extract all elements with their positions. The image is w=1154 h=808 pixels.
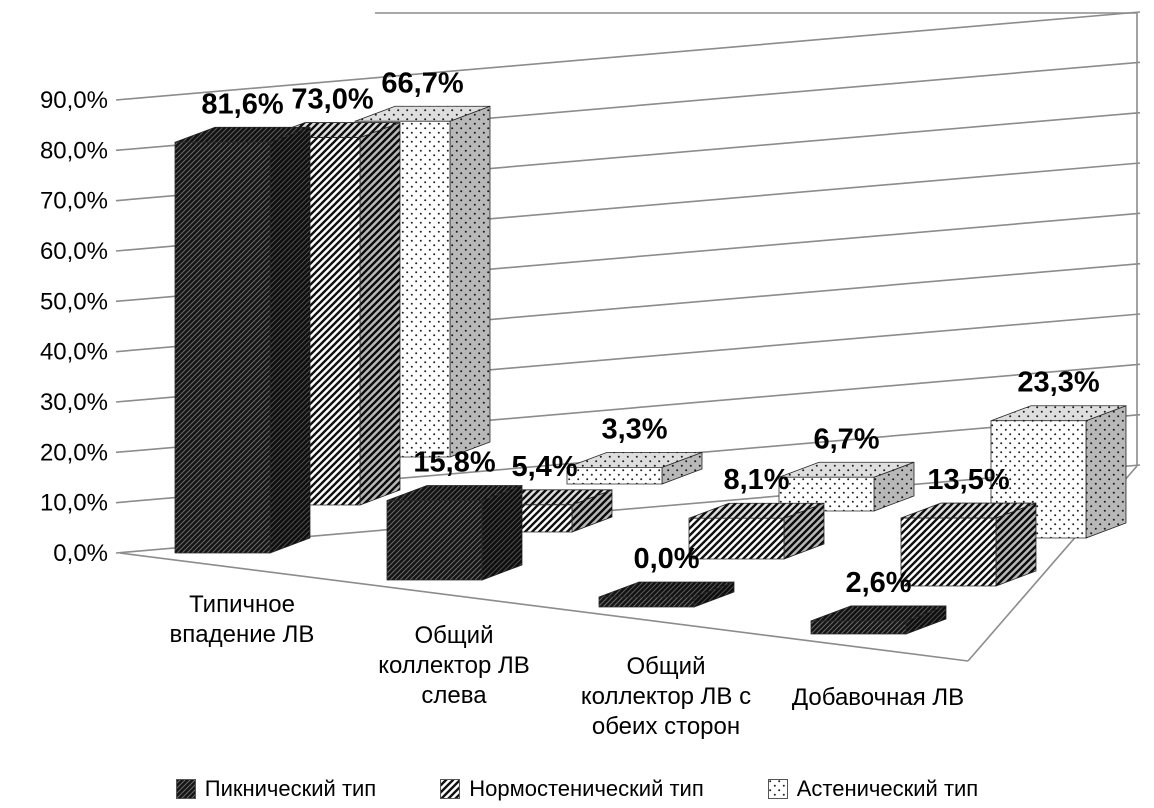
data-label: 15,8% <box>413 446 495 478</box>
bar-series0-cat2 <box>598 581 735 608</box>
bar-face-shade <box>689 503 824 519</box>
data-label: 73,0% <box>291 84 373 116</box>
bar-series0-cat0 <box>174 126 311 554</box>
bar-face-shade <box>599 582 734 597</box>
bar-face <box>386 500 483 581</box>
bars-layer <box>174 105 1127 635</box>
y-tick-label: 40,0% <box>40 339 108 366</box>
y-tick-label: 70,0% <box>40 188 108 215</box>
data-label: 23,3% <box>1017 367 1099 399</box>
bar-face-shade <box>662 452 702 484</box>
bar-face-shade <box>567 452 702 468</box>
legend-swatch-pyknic-icon <box>175 779 196 799</box>
bar-face <box>810 620 907 635</box>
category-label: впадение ЛВ <box>170 621 315 648</box>
bar-face-shade <box>996 503 1036 586</box>
bar-face-shade <box>360 122 400 506</box>
bar-series2-cat2 <box>778 461 915 512</box>
legend-label-asthenic: Астенический тип <box>796 776 979 801</box>
bar-face <box>778 476 875 512</box>
bar-face-shade <box>694 582 734 607</box>
data-label: 66,7% <box>381 67 463 99</box>
y-tick-label: 0,0% <box>53 540 108 567</box>
gridline <box>115 11 1141 101</box>
data-label: 5,4% <box>511 451 577 483</box>
category-label: слева <box>421 682 487 709</box>
bar-face-shade <box>270 127 310 553</box>
bar-series1-cat3 <box>900 502 1037 587</box>
bar-face-shade <box>901 503 1036 519</box>
bar-series1-cat2 <box>688 502 825 560</box>
bar-face-shade <box>175 127 310 143</box>
y-tick-label: 50,0% <box>40 288 108 315</box>
data-label: 0,0% <box>633 543 699 575</box>
bar-face-shade <box>906 605 946 634</box>
y-tick-label: 80,0% <box>40 137 108 164</box>
bar-face-shade <box>482 485 522 580</box>
bar-face <box>900 517 997 587</box>
bar-face-shade <box>450 106 490 457</box>
y-tick-label: 10,0% <box>40 490 108 517</box>
chart-legend: Пикнический тип Нормостенический тип Аст… <box>0 776 1154 802</box>
wall-edge <box>119 552 969 662</box>
data-label: 81,6% <box>201 88 283 120</box>
bar-face-shade <box>779 462 914 478</box>
bar-face-shade <box>874 462 914 511</box>
bar-face <box>598 596 695 608</box>
y-tick-label: 20,0% <box>40 439 108 466</box>
bar-face-shade <box>811 605 946 621</box>
data-label: 13,5% <box>927 464 1009 496</box>
category-label: Общий <box>415 622 494 649</box>
category-label: коллектор ЛВ <box>378 652 530 679</box>
bar-series2-cat1 <box>566 451 703 485</box>
data-label: 8,1% <box>723 464 789 496</box>
y-tick-label: 90,0% <box>40 87 108 114</box>
bar-face <box>174 141 271 554</box>
category-label: Типичное <box>189 591 295 618</box>
legend-swatch-normosthenic-icon <box>440 779 461 799</box>
bar-face <box>688 517 785 560</box>
bar-face <box>566 466 663 485</box>
data-label: 6,7% <box>813 423 879 455</box>
bar-face-shade <box>784 503 824 559</box>
bar-face-shade <box>991 405 1126 421</box>
y-tick-label: 60,0% <box>40 238 108 265</box>
legend-label-normosthenic: Нормостенический тип <box>469 776 704 801</box>
bar-series0-cat1 <box>386 484 523 581</box>
bar-face-shade <box>1086 405 1126 538</box>
legend-item-pyknic: Пикнический тип <box>175 776 377 802</box>
legend-item-normosthenic: Нормостенический тип <box>440 776 704 802</box>
category-label: Добавочная ЛВ <box>792 684 964 711</box>
category-label: коллектор ЛВ с <box>581 683 751 710</box>
category-label: Общий <box>627 653 706 680</box>
category-label: обеих сторон <box>592 713 740 740</box>
bar-face-shade <box>355 106 490 122</box>
bar-face-shade <box>387 485 522 501</box>
legend-label-pyknic: Пикнический тип <box>204 776 377 801</box>
legend-swatch-asthenic-icon <box>767 779 788 799</box>
data-label: 3,3% <box>601 413 667 445</box>
legend-item-asthenic: Астенический тип <box>767 776 979 802</box>
bar-series0-cat3 <box>810 605 947 635</box>
data-label: 2,6% <box>845 567 911 599</box>
bar-face-shade <box>572 489 612 532</box>
labels-layer: 0,0% 10,0% 20,0% 30,0% 40,0% 50,0% 60,0% 70,0% 8… <box>40 67 1100 740</box>
y-tick-label: 30,0% <box>40 389 108 416</box>
